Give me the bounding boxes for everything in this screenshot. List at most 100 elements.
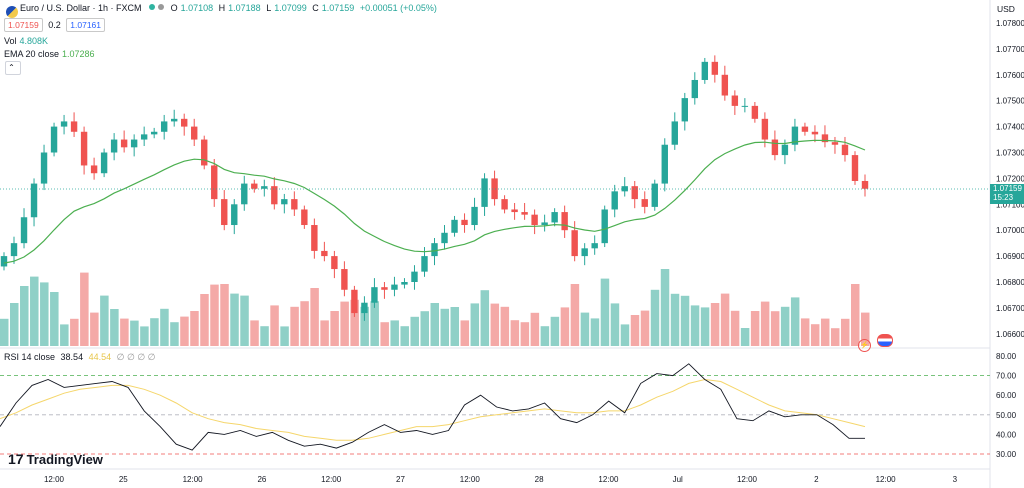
volume-bar (380, 322, 389, 346)
candle-body (60, 121, 68, 127)
candle-body (691, 79, 699, 99)
symbol-title[interactable]: Euro / U.S. Dollar · 1h · FXCM (20, 3, 142, 13)
volume-bar (190, 311, 199, 346)
volume-bar (110, 309, 119, 346)
lightning-icon[interactable]: ⚡ (858, 339, 871, 352)
candle-body (681, 98, 688, 122)
price-tick-label: 1.07700 (996, 45, 1024, 54)
rsi-tick-label: 60.00 (996, 391, 1017, 400)
buy-button[interactable]: 1.07161 (66, 18, 106, 32)
time-tick-label: Jul (673, 475, 683, 484)
countdown-value: 15:23 (993, 193, 1014, 202)
volume-bar (650, 289, 660, 346)
volume-value: 4.808K (19, 36, 49, 46)
candle-body (491, 178, 498, 200)
candle-body (851, 155, 859, 181)
close-value: 1.07159 (321, 3, 355, 13)
collapse-legend-button[interactable]: ⌃ (5, 61, 21, 75)
volume-bar (40, 282, 49, 346)
candle-body (371, 287, 378, 303)
candle-body (601, 209, 608, 244)
market-open-icon (149, 4, 156, 10)
candle-body (170, 118, 178, 122)
candle-body (140, 134, 148, 140)
price-tick-label: 1.06600 (996, 330, 1024, 339)
tradingview-logo[interactable]: 17 TradingView (8, 451, 103, 467)
candle-body (20, 217, 28, 244)
tv-mark-icon: 17 (8, 451, 24, 467)
volume-bar (690, 305, 700, 346)
volume-bar (390, 320, 399, 346)
volume-bar (210, 284, 219, 346)
volume-bars (0, 269, 870, 346)
sell-button[interactable]: 1.07159 (4, 18, 43, 32)
candle-body (90, 165, 98, 174)
price-tick-label: 1.07300 (996, 149, 1024, 158)
candle-body (411, 271, 418, 282)
candle-body (70, 121, 78, 132)
candle-body (631, 186, 638, 200)
change-value: +0.00051 (+0.05%) (359, 3, 437, 13)
volume-bar (630, 315, 640, 346)
candle-body (561, 212, 568, 231)
volume-bar (740, 328, 750, 346)
candle-body (521, 212, 528, 215)
volume-bar (780, 306, 790, 346)
volume-bar (550, 316, 560, 346)
ema-label[interactable]: EMA 20 close (4, 49, 60, 59)
volume-bar (10, 303, 19, 346)
ema-value: 1.07286 (62, 49, 95, 59)
candle-body (831, 142, 839, 145)
price-tick-label: 1.07400 (996, 123, 1024, 132)
volume-bar (180, 316, 189, 346)
candle-body (421, 256, 428, 272)
candle-body (711, 61, 719, 75)
us-event-flag-icon[interactable] (876, 334, 893, 347)
price-tick-label: 1.07600 (996, 71, 1024, 80)
candle-body (451, 219, 458, 233)
volume-bar (160, 308, 169, 346)
rsi-tick-label: 30.00 (996, 450, 1017, 459)
volume-bar (670, 293, 680, 346)
volume-bar (360, 306, 369, 346)
volume-bar (370, 301, 379, 346)
candle-body (160, 121, 168, 132)
candle-body (461, 219, 468, 226)
volume-bar (340, 301, 349, 346)
volume-bar (90, 312, 99, 346)
candle-body (291, 199, 298, 210)
eurusd-flag-icon (6, 6, 18, 18)
volume-bar (510, 320, 520, 346)
rsi-ma-line (0, 378, 866, 441)
volume-bar (230, 293, 239, 346)
volume-label: Vol (4, 36, 17, 46)
candle-body (741, 105, 749, 107)
candle-body (671, 121, 678, 145)
price-tick-label: 1.06700 (996, 304, 1024, 313)
candle-body (130, 139, 138, 148)
candle-body (471, 206, 478, 226)
volume-bar (760, 301, 770, 346)
price-tick-label: 1.07500 (996, 97, 1024, 106)
rsi-label[interactable]: RSI 14 close (4, 352, 56, 362)
candle-body (341, 269, 348, 290)
time-tick-label: 27 (396, 475, 405, 484)
volume-bar (420, 311, 429, 346)
candle-body (231, 204, 238, 226)
volume-bar (660, 269, 670, 346)
candle-body (641, 199, 648, 207)
time-tick-label: 12:00 (598, 475, 619, 484)
time-tick-label: 26 (257, 475, 266, 484)
candle-body (731, 95, 739, 106)
rsi-tick-label: 70.00 (996, 372, 1017, 381)
rsi-legend: RSI 14 close 38.54 44.54 ∅ ∅ ∅ ∅ (4, 352, 159, 363)
time-tick-label: 3 (953, 475, 958, 484)
volume-bar (810, 324, 820, 346)
volume-bar (530, 312, 540, 346)
candle-body (501, 199, 508, 210)
candle-body (211, 165, 218, 200)
volume-bar (80, 272, 89, 346)
candle-body (801, 126, 809, 132)
candle-body (811, 131, 819, 135)
